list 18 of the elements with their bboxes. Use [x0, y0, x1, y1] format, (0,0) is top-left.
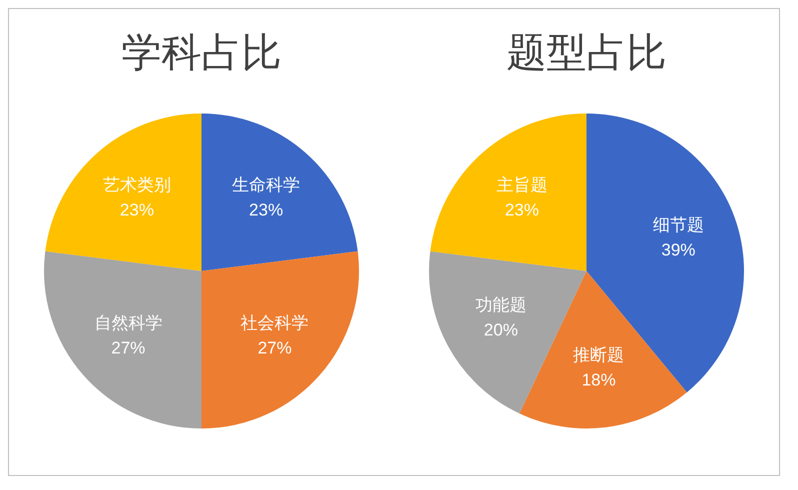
- data-label: 20%: [484, 320, 518, 340]
- slice-label: 社会科学: [240, 313, 309, 332]
- data-label: 23%: [249, 200, 284, 220]
- slice-label: 自然科学: [94, 313, 162, 332]
- slice-label: 推断题: [573, 346, 624, 365]
- slice-label: 细节题: [652, 216, 704, 235]
- slice-label: 艺术类别: [102, 175, 171, 194]
- slice-label: 生命科学: [232, 175, 300, 194]
- chart-title: 学科占比: [122, 31, 282, 76]
- chart-title: 题型占比: [506, 31, 666, 76]
- data-label: 23%: [120, 200, 154, 220]
- slice-label: 主旨题: [496, 175, 548, 194]
- data-label: 18%: [582, 370, 616, 390]
- data-label: 27%: [111, 338, 146, 358]
- slice-label: 功能题: [475, 296, 526, 315]
- data-label: 39%: [661, 240, 696, 260]
- data-label: 23%: [504, 200, 539, 220]
- data-label: 27%: [258, 338, 292, 358]
